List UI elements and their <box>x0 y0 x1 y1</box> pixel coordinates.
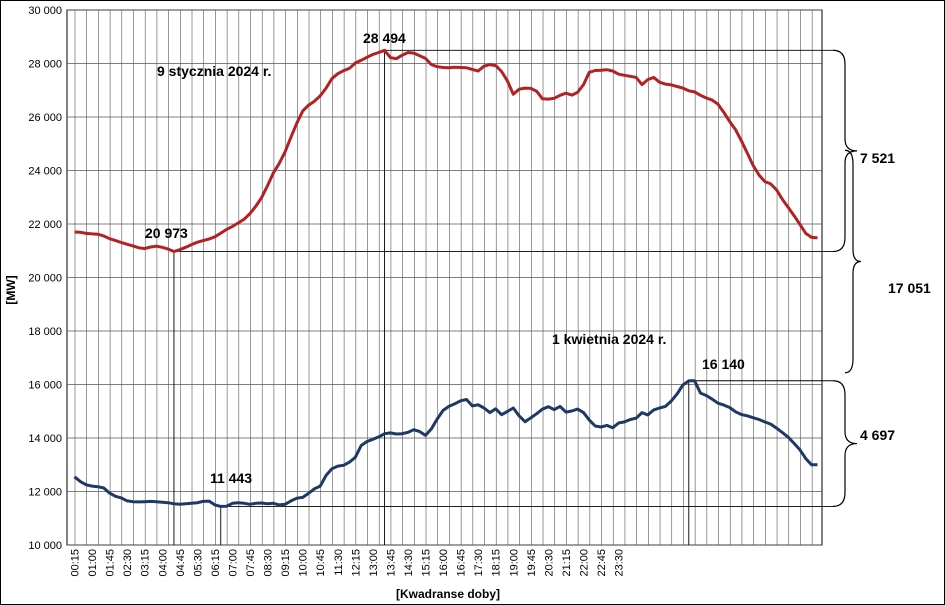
x-tick-label: 09:15 <box>280 549 292 577</box>
x-tick-label: 13:00 <box>368 549 380 577</box>
x-tick-label: 00:15 <box>70 549 82 577</box>
y-tick-label: 10 000 <box>28 540 62 552</box>
x-tick-label: 04:00 <box>157 549 169 577</box>
brace-range-apr <box>832 380 858 507</box>
x-tick-label: 14:30 <box>403 549 415 577</box>
x-tick-label: 12:15 <box>350 549 362 577</box>
x-tick-label: 10:00 <box>298 549 310 577</box>
y-tick-label: 24 000 <box>28 166 62 178</box>
peak-diff-label: 17 051 <box>888 280 931 296</box>
x-tick-label: 20:30 <box>543 549 555 577</box>
x-tick-label: 07:00 <box>227 549 239 577</box>
x-tick-label: 08:30 <box>263 549 275 577</box>
series-jan-label: 9 stycznia 2024 r. <box>157 63 271 79</box>
grid <box>66 9 823 546</box>
x-tick-label: 15:15 <box>421 549 433 577</box>
reference-lines <box>173 49 833 545</box>
x-tick-label: 16:45 <box>456 549 468 577</box>
x-tick-label: 16:00 <box>438 549 450 577</box>
x-axis-label: [Kwadranse doby] <box>396 587 500 601</box>
x-tick-label: 19:00 <box>508 549 520 577</box>
range-apr-label: 4 697 <box>860 427 895 443</box>
x-tick-label: 22:45 <box>596 549 608 577</box>
x-tick-label: 01:45 <box>105 549 117 577</box>
series-line-jan <box>74 48 818 253</box>
x-tick-label: 05:30 <box>192 549 204 577</box>
series-line-apr <box>73 379 818 508</box>
x-tick-label: 07:45 <box>245 549 257 577</box>
x-tick-label: 19:45 <box>526 549 538 577</box>
x-tick-label: 10:45 <box>315 549 327 577</box>
x-tick-label: 18:15 <box>491 549 503 577</box>
range-jan-label: 7 521 <box>860 150 895 166</box>
max-apr-label: 16 140 <box>702 356 745 372</box>
brace-peak-diff <box>844 149 862 374</box>
x-tick-label: 11:30 <box>333 549 345 576</box>
y-tick-label: 26 000 <box>28 112 62 124</box>
y-tick-label: 18 000 <box>28 326 62 338</box>
x-tick-label: 02:30 <box>122 549 134 577</box>
x-tick-label: 03:15 <box>140 549 152 577</box>
y-tick-label: 28 000 <box>28 59 62 71</box>
series-lines <box>73 48 818 508</box>
x-tick-label: 17:30 <box>473 549 485 577</box>
x-tick-label: 21:15 <box>561 549 573 577</box>
y-axis-ticks: 10 000 12 000 14 000 16 000 18 000 20 000 22 0… <box>28 5 62 552</box>
brace-range-jan <box>832 49 858 253</box>
y-tick-label: 16 000 <box>28 380 62 392</box>
x-axis-ticks: 00:15 01:00 01:45 02:30 03:15 04:00 04:45 05:30… <box>70 549 626 577</box>
x-tick-label: 01:00 <box>87 549 99 577</box>
max-jan-label: 28 494 <box>363 30 406 46</box>
y-tick-label: 20 000 <box>28 273 62 285</box>
x-tick-label: 06:15 <box>210 549 222 577</box>
x-tick-label: 04:45 <box>175 549 187 577</box>
min-apr-label: 11 443 <box>210 470 252 486</box>
x-tick-label: 13:45 <box>385 549 397 577</box>
x-tick-label: 22:00 <box>578 549 590 577</box>
range-braces <box>832 49 862 507</box>
series-apr-label: 1 kwietnia 2024 r. <box>552 331 666 347</box>
y-axis-label: [MW] <box>4 275 18 304</box>
y-tick-label: 22 000 <box>28 219 62 231</box>
y-tick-label: 14 000 <box>28 433 62 445</box>
min-jan-label: 20 973 <box>145 225 188 241</box>
x-tick-label: 23:30 <box>614 549 626 577</box>
y-tick-label: 12 000 <box>28 487 62 499</box>
y-tick-label: 30 000 <box>28 5 62 17</box>
